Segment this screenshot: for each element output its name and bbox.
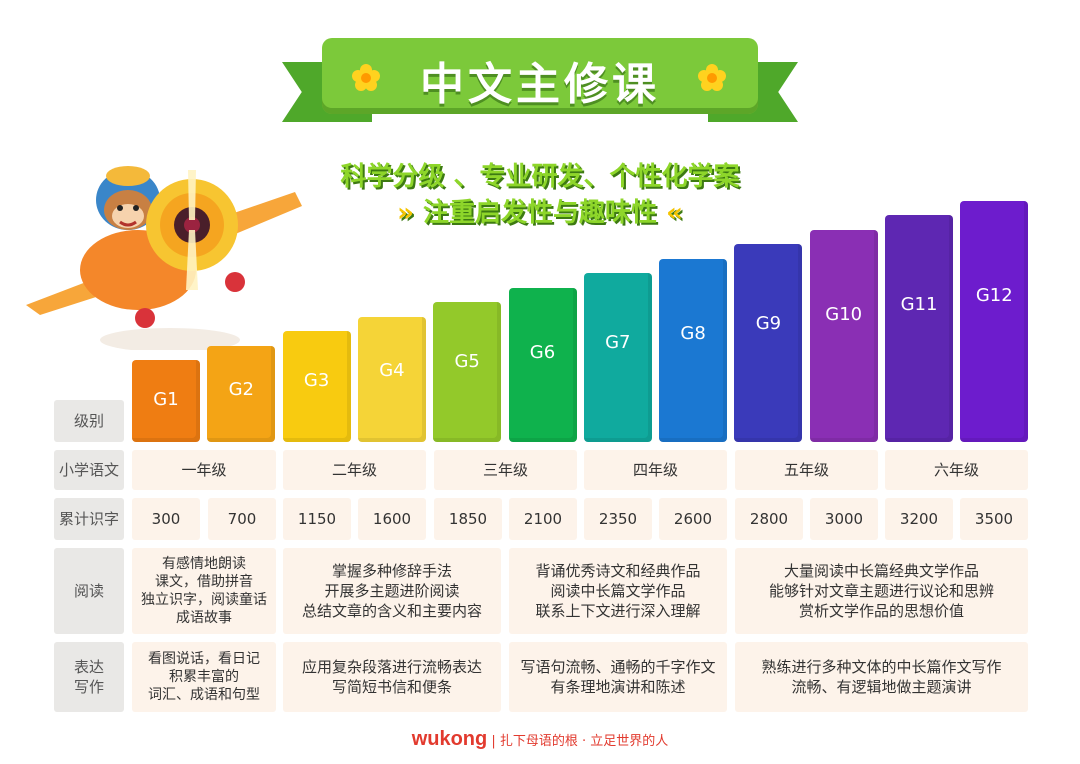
writing-line: 积累丰富的 <box>169 669 239 685</box>
grade-bar: G8 <box>659 258 728 442</box>
subtitle-line-1: 科学分级 、专业研发、个性化学案 <box>340 162 740 192</box>
grade-bar-label: G5 <box>454 351 480 372</box>
school-grade-cell: 三年级 <box>434 450 577 490</box>
characters-cell: 3200 <box>885 498 953 540</box>
characters-cell: 1150 <box>283 498 351 540</box>
school-grade-cell: 四年级 <box>584 450 727 490</box>
row-label-school-grade: 小学语文 <box>54 450 124 490</box>
subtitle-line-2: » 注重启发性与趣味性 « <box>0 192 1080 229</box>
reading-line: 独立识字，阅读童话 <box>141 592 267 608</box>
reading-cell: 背诵优秀诗文和经典作品 阅读中长篇文学作品 联系上下文进行深入理解 <box>509 548 727 634</box>
characters-cell: 2350 <box>584 498 652 540</box>
grade-bar-label: G6 <box>529 341 556 363</box>
writing-line: 熟练进行多种文体的中长篇作文写作 <box>761 658 1002 676</box>
grade-bar: G11 <box>885 215 953 442</box>
school-grade-cell: 二年级 <box>283 450 426 490</box>
characters-cell: 700 <box>208 498 276 540</box>
flower-icon <box>352 64 380 91</box>
grade-bar: G10 <box>809 229 878 442</box>
characters-cell: 300 <box>132 498 200 540</box>
characters-cell: 3000 <box>810 498 878 540</box>
school-grade-cell: 六年级 <box>885 450 1028 490</box>
grade-bar-label: G4 <box>379 360 405 382</box>
chevron-left-icon: « <box>666 198 683 228</box>
grade-bar: G4 <box>357 316 426 442</box>
characters-cell: 2100 <box>509 498 577 540</box>
school-grade-cell: 一年级 <box>132 450 276 490</box>
characters-cell: 2600 <box>659 498 727 540</box>
flower-icon <box>698 64 726 91</box>
grade-bar: G9 <box>734 244 803 442</box>
grade-bar-label: G9 <box>755 313 782 335</box>
writing-line: 写语句流畅、通畅的千字作文 <box>520 658 716 676</box>
wukong-logo: wukong <box>411 728 488 750</box>
subtitle-text: 注重启发性与趣味性 <box>422 198 657 228</box>
grade-bar: G2 <box>207 345 276 442</box>
characters-cell: 1600 <box>358 498 426 540</box>
row-label-writing-line: 表达 <box>73 658 104 676</box>
row-label-writing: 表达 写作 <box>54 642 124 712</box>
grade-bar: G3 <box>282 331 351 442</box>
row-label-level: 级别 <box>54 400 124 442</box>
characters-cell: 1850 <box>434 498 502 540</box>
reading-line: 开展多主题进阶阅读 <box>324 582 460 600</box>
reading-line: 阅读中长篇文学作品 <box>550 582 686 600</box>
grade-bar-label: G8 <box>680 322 706 344</box>
monkey-airplane-illustration <box>26 166 302 350</box>
reading-cell: 掌握多种修辞手法 开展多主题进阶阅读 总结文章的含义和主要内容 <box>283 548 501 634</box>
writing-line: 看图说话，看日记 <box>148 651 260 667</box>
grade-bar-label: G11 <box>900 294 938 316</box>
footer-slogan: | 扎下母语的根 · 立足世界的人 <box>491 734 669 749</box>
grade-bar-label: G7 <box>605 332 631 354</box>
writing-line: 词汇、成语和句型 <box>148 687 260 703</box>
school-grade-cell: 五年级 <box>735 450 878 490</box>
row-label-characters: 累计识字 <box>54 498 124 540</box>
grade-bar: G12 <box>960 200 1029 442</box>
reading-line: 能够针对文章主题进行议论和思辨 <box>768 582 994 600</box>
writing-line: 流畅、有逻辑地做主题演讲 <box>791 678 972 696</box>
grade-bar-label: G2 <box>228 379 254 401</box>
grade-bar: G1 <box>132 360 200 442</box>
writing-line: 应用复杂段落进行流畅表达 <box>301 658 482 676</box>
reading-line: 掌握多种修辞手法 <box>331 562 452 580</box>
grade-bar: G7 <box>583 273 652 442</box>
grade-bar-label: G1 <box>153 388 179 410</box>
row-label-writing-line: 写作 <box>73 678 104 696</box>
characters-cell: 2800 <box>735 498 803 540</box>
reading-line: 课文，借助拼音 <box>155 574 253 590</box>
reading-cell: 大量阅读中长篇经典文学作品 能够针对文章主题进行议论和思辨 赏析文学作品的思想价… <box>735 548 1028 634</box>
chevron-right-icon: » <box>397 198 414 228</box>
row-label-reading: 阅读 <box>54 548 124 634</box>
writing-cell: 写语句流畅、通畅的千字作文 有条理地演讲和陈述 <box>509 642 727 712</box>
writing-line: 有条理地演讲和陈述 <box>550 678 686 696</box>
writing-cell: 看图说话，看日记 积累丰富的 词汇、成语和句型 <box>132 642 276 712</box>
footer: wukong | 扎下母语的根 · 立足世界的人 <box>0 728 1080 751</box>
grade-bar-label: G10 <box>825 303 863 325</box>
grade-bar-label: G12 <box>975 285 1013 307</box>
grade-bar: G5 <box>433 302 502 442</box>
reading-line: 联系上下文进行深入理解 <box>535 602 701 620</box>
title-banner: 中文主修课 <box>322 38 758 114</box>
writing-cell: 应用复杂段落进行流畅表达 写简短书信和便条 <box>283 642 501 712</box>
writing-cell: 熟练进行多种文体的中长篇作文写作 流畅、有逻辑地做主题演讲 <box>735 642 1028 712</box>
reading-line: 大量阅读中长篇经典文学作品 <box>783 562 979 580</box>
grade-bar-label: G3 <box>303 369 330 391</box>
writing-line: 写简短书信和便条 <box>331 678 452 696</box>
page-title: 中文主修课 <box>420 59 660 110</box>
reading-line: 背诵优秀诗文和经典作品 <box>535 562 701 580</box>
reading-line: 有感情地朗读 <box>162 556 246 572</box>
reading-line: 赏析文学作品的思想价值 <box>798 602 964 620</box>
reading-line: 成语故事 <box>176 610 232 626</box>
grade-bar: G6 <box>508 287 577 442</box>
characters-cell: 3500 <box>960 498 1028 540</box>
reading-cell: 有感情地朗读 课文，借助拼音 独立识字，阅读童话 成语故事 <box>132 548 276 634</box>
reading-line: 总结文章的含义和主要内容 <box>301 602 482 620</box>
